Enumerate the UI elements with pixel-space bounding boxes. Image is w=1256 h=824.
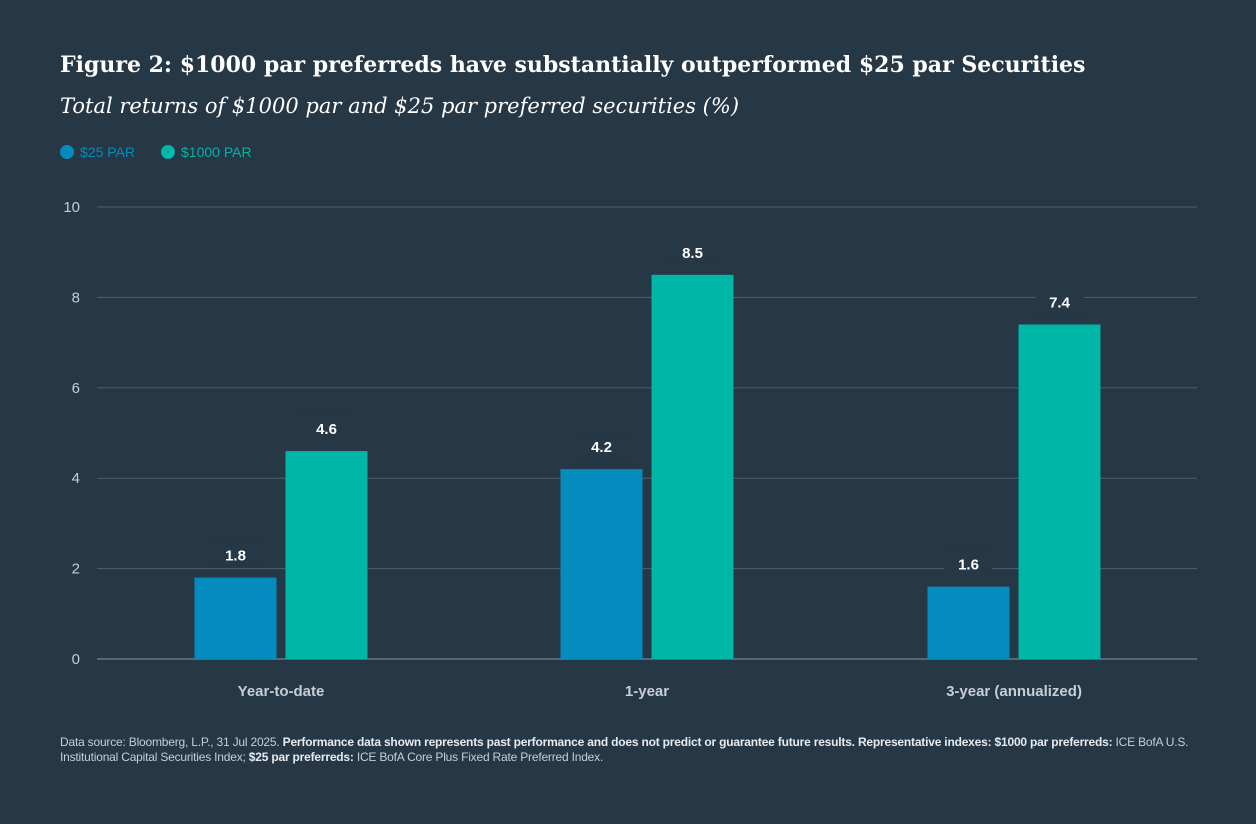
legend-item-25-par: $25 PAR bbox=[60, 144, 135, 160]
bar-25-par bbox=[927, 586, 1010, 659]
legend-item-1000-par: $1000 PAR bbox=[161, 144, 252, 160]
legend-label-25-par: $25 PAR bbox=[80, 144, 135, 160]
bar-1000-par bbox=[1018, 324, 1101, 659]
chart-title: Figure 2: $1000 par preferreds have subs… bbox=[60, 52, 1086, 78]
chart-subtitle: Total returns of $1000 par and $25 par p… bbox=[60, 94, 740, 118]
legend-swatch-25-par bbox=[60, 145, 74, 159]
bar-1000-par bbox=[285, 451, 368, 659]
footnote-index-1000: ICE BofA U.S. Institutional Capital Secu… bbox=[60, 735, 1189, 764]
footnote-index-25: ICE BofA Core Plus Fixed Rate Preferred … bbox=[353, 750, 604, 764]
x-category-label: 1-year bbox=[625, 683, 669, 700]
legend-label-1000-par: $1000 PAR bbox=[181, 144, 252, 160]
value-label: 4.6 bbox=[316, 421, 337, 438]
value-label-bg bbox=[1035, 288, 1084, 313]
legend-swatch-1000-par bbox=[161, 145, 175, 159]
y-tick-label: 0 bbox=[72, 651, 80, 668]
footnote-label-25: $25 par preferreds: bbox=[248, 750, 354, 764]
value-label-bg bbox=[577, 433, 626, 458]
footnote-disclaimer: Performance data shown represents past p… bbox=[282, 735, 1113, 749]
value-label: 4.2 bbox=[591, 439, 612, 456]
y-tick-label: 6 bbox=[72, 380, 80, 397]
value-label: 1.6 bbox=[958, 557, 979, 574]
value-label: 8.5 bbox=[682, 245, 703, 262]
footnote: Data source: Bloomberg, L.P., 31 Jul 202… bbox=[60, 735, 1200, 765]
value-label-bg bbox=[211, 541, 260, 566]
value-label-bg bbox=[668, 238, 717, 263]
y-tick-label: 2 bbox=[72, 561, 80, 578]
value-label-bg bbox=[302, 415, 351, 440]
y-tick-label: 8 bbox=[72, 289, 80, 306]
bar-25-par bbox=[194, 577, 277, 659]
bar-25-par bbox=[560, 469, 643, 659]
bar-1000-par bbox=[651, 274, 734, 659]
x-category-label: 3-year (annualized) bbox=[946, 683, 1082, 700]
value-label: 7.4 bbox=[1049, 295, 1071, 312]
y-tick-label: 10 bbox=[63, 199, 80, 216]
value-label-bg bbox=[944, 550, 993, 575]
footnote-source: Data source: Bloomberg, L.P., 31 Jul 202… bbox=[60, 735, 283, 749]
x-category-label: Year-to-date bbox=[238, 683, 325, 700]
value-label: 1.8 bbox=[225, 548, 246, 565]
bar-chart: 0 2 4 6 8 10 1.8 4.6 Year-to-date 4.2 8.5 1-year 1.6… bbox=[63, 199, 1197, 700]
chart-legend: $25 PAR $1000 PAR bbox=[60, 144, 252, 160]
y-tick-label: 4 bbox=[72, 470, 80, 487]
